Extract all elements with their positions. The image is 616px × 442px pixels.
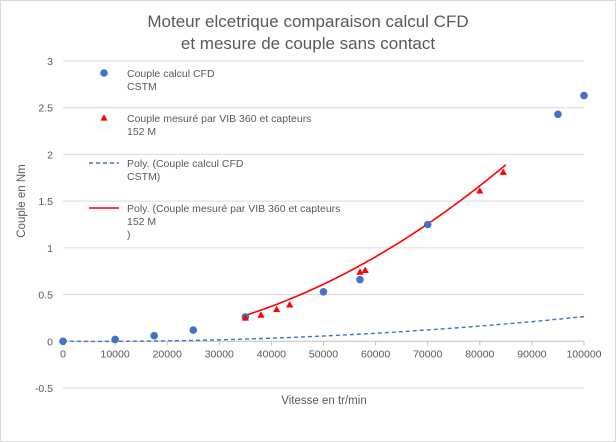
legend-cfd-trend-label: Poly. (Couple calcul CFD (127, 158, 244, 170)
x-tick-label: 70000 (413, 348, 442, 360)
measured-data-point (476, 187, 484, 194)
x-tick-label: 20000 (153, 348, 182, 360)
legend-cfd-label: Couple calcul CFD (127, 68, 215, 80)
measured-data-point (499, 168, 507, 175)
y-tick-label: 2.5 (38, 103, 53, 115)
cfd-data-point (554, 110, 562, 119)
x-tick-label: 80000 (465, 348, 494, 360)
cfd-data-point (59, 337, 67, 346)
y-axis-title: Couple en Nm (16, 164, 28, 238)
measured-data-point (241, 314, 249, 321)
tick-labels: -0.5 0 0.5 1 1.5 2 2.5 3 0 10000 20000 30000 40000 50… (35, 56, 602, 395)
x-axis-title: Vitesse en tr/min (281, 395, 366, 407)
x-tick-label: 60000 (361, 348, 390, 360)
legend-key-circle (100, 69, 108, 77)
x-tick-label: 40000 (257, 348, 286, 360)
x-tick-label: 30000 (205, 348, 234, 360)
legend-measured-trend-label: 152 M (127, 216, 156, 228)
chart-title: Moteur elcetrique comparaison calcul CFD… (147, 12, 468, 53)
trendline-dashed (62, 315, 585, 343)
measured-data-point (361, 266, 369, 273)
x-tick-label: 50000 (309, 348, 338, 360)
data-points (59, 91, 588, 346)
legend-key-triangle (100, 114, 108, 121)
trendline-solid (245, 164, 507, 317)
cfd-data-point (356, 275, 364, 284)
measured-data-point (286, 301, 294, 308)
y-tick-label: 0.5 (38, 290, 53, 302)
trendlines (62, 164, 585, 343)
cfd-data-point (150, 331, 158, 340)
cfd-data-point (423, 220, 432, 229)
y-tick-label: 1 (47, 243, 53, 255)
chart-title-line-2: et mesure de couple sans contact (181, 34, 435, 53)
cfd-data-point (189, 326, 198, 334)
x-tick-label: 10000 (100, 348, 129, 360)
legend-measured-label: 152 M (127, 126, 156, 138)
x-tick-label: 0 (60, 348, 66, 360)
measured-data-point (257, 311, 265, 318)
measured-data-point (356, 268, 364, 275)
chart-title-line-1: Moteur elcetrique comparaison calcul CFD (147, 12, 468, 31)
cfd-data-point (580, 91, 588, 100)
x-tick-label: 100000 (566, 348, 601, 360)
legend-measured-trend-label: ) (127, 229, 131, 241)
y-tick-label: 3 (47, 56, 53, 68)
measured-data-point (273, 305, 281, 313)
y-tick-label: 1.5 (38, 196, 53, 208)
y-tick-label: 0 (47, 336, 53, 348)
legend-measured-label: Couple mesuré par VIB 360 et capteurs (127, 113, 311, 125)
y-tick-label: -0.5 (35, 383, 53, 395)
cfd-data-point (319, 287, 328, 296)
legend-cfd-label: CSTM (127, 81, 157, 93)
x-tick-label: 90000 (517, 348, 546, 360)
legend-cfd-trend-label: CSTM) (127, 171, 160, 183)
y-tick-label: 2 (47, 149, 53, 161)
legend-measured-trend-label: Poly. (Couple mesuré par VIB 360 et capt… (127, 203, 340, 215)
cfd-data-point (111, 335, 119, 344)
